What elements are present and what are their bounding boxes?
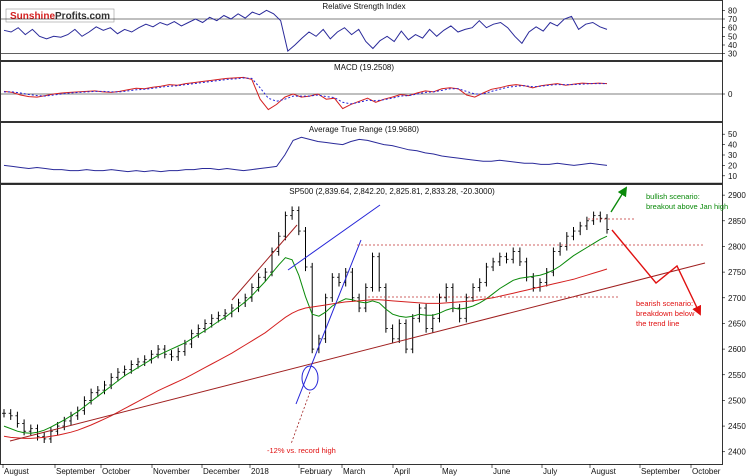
- y-tick-label: 10: [728, 172, 737, 181]
- bullish-line-1: bullish scenario:: [646, 192, 700, 201]
- x-tick-label: July: [543, 467, 557, 476]
- rally-trend-line: [231, 224, 298, 301]
- bearish-path: [611, 229, 702, 316]
- y-tick-label: 30: [728, 50, 737, 59]
- macd-signal-line: [4, 77, 607, 105]
- y-tick-label: 40: [728, 41, 737, 50]
- y-tick-label: 2750: [728, 268, 746, 277]
- macd-layer: 0: [1, 76, 733, 111]
- rsi-line: [3, 9, 608, 53]
- y-tick-label: 2800: [728, 242, 746, 251]
- blue-channel-lower: [295, 239, 362, 405]
- record-high-pointer: [290, 391, 311, 445]
- y-tick-label: 2450: [728, 422, 746, 431]
- y-tick-label: 50: [728, 130, 737, 139]
- y-tick-label: 60: [728, 24, 737, 33]
- moving-average-long: [3, 268, 608, 439]
- axis-layer: August September October November December 20…: [2, 464, 721, 476]
- price-layer: 2900 2850 2800 2750 2700 2650 2600 2550 2500 2450…: [2, 191, 746, 457]
- moving-average-short: [3, 235, 608, 434]
- x-tick-label: August: [4, 467, 30, 476]
- x-tick-label: September: [641, 467, 680, 476]
- atr-title: Average True Range (19.9680): [309, 125, 419, 134]
- overlays: [9, 186, 706, 445]
- x-tick-label: June: [493, 467, 511, 476]
- x-tick-label: November: [153, 467, 190, 476]
- y-tick-label: 2650: [728, 319, 746, 328]
- atr-panel-frame: [0, 122, 723, 184]
- y-tick-label: 50: [728, 32, 737, 41]
- y-tick-label: 2500: [728, 396, 746, 405]
- bearish-line-3: the trend line: [636, 319, 679, 328]
- y-tick-label: 2850: [728, 217, 746, 226]
- x-tick-label: March: [343, 467, 365, 476]
- bearish-line-1: bearish scenario:: [636, 299, 693, 308]
- x-tick-label: February: [300, 467, 332, 476]
- x-tick-label: October: [692, 467, 721, 476]
- y-tick-label: 0: [728, 90, 733, 99]
- logo-part2: Profits.com: [55, 11, 110, 22]
- logo-part1: Sunshine: [10, 11, 55, 22]
- macd-title: MACD (19.2508): [334, 63, 394, 72]
- logo: SunshineProfits.com: [5, 8, 115, 23]
- y-tick-label: 2550: [728, 371, 746, 380]
- macd-panel-frame: [0, 61, 723, 122]
- rsi-panel-frame: [0, 0, 723, 61]
- x-tick-label: October: [102, 467, 131, 476]
- y-tick-label: 2700: [728, 294, 746, 303]
- long-term-trend-line: [9, 262, 706, 442]
- bearish-line-2: breakdown below: [636, 309, 695, 318]
- macd-line: [3, 76, 608, 111]
- atr-line: [3, 136, 608, 173]
- y-tick-label: 2400: [728, 448, 746, 457]
- y-tick-label: 80: [728, 6, 737, 15]
- x-tick-label: 2018: [251, 467, 269, 476]
- x-tick-label: December: [203, 467, 240, 476]
- y-tick-label: 40: [728, 141, 737, 150]
- record-high-annotation: -12% vs. record high: [267, 446, 336, 455]
- bullish-annotation: bullish scenario: breakout above Jan hig…: [646, 192, 728, 211]
- price-panel-frame: [0, 184, 723, 465]
- panel-frames: [0, 0, 723, 465]
- logo-text: SunshineProfits.com: [10, 11, 110, 22]
- bullish-arrow: [610, 186, 628, 213]
- x-tick-label: August: [591, 467, 617, 476]
- x-tick-label: April: [394, 467, 410, 476]
- blue-channel-upper: [287, 204, 381, 271]
- x-tick-label: September: [56, 467, 95, 476]
- x-tick-label: May: [442, 467, 457, 476]
- low-circle: [301, 365, 319, 391]
- y-tick-label: 20: [728, 161, 737, 170]
- bullish-line-2: breakout above Jan high: [646, 202, 728, 211]
- price-title: SP500 (2,839.64, 2,842.20, 2,825.81, 2,8…: [289, 187, 495, 196]
- y-tick-label: 2900: [728, 191, 746, 200]
- rsi-title: Relative Strength Index: [322, 2, 405, 11]
- y-tick-label: 2600: [728, 345, 746, 354]
- y-tick-label: 30: [728, 151, 737, 160]
- bearish-annotation: bearish scenario: breakdown below the tr…: [636, 299, 695, 328]
- y-tick-label: 70: [728, 15, 737, 24]
